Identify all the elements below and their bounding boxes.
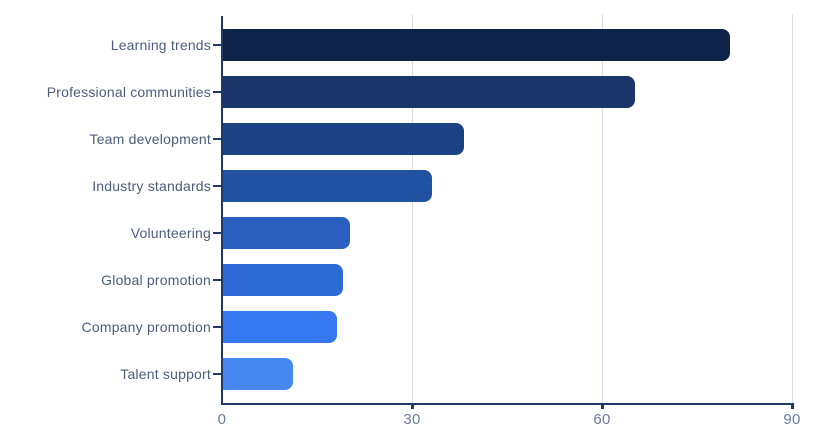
x-axis-tick-90 — [791, 403, 794, 409]
category-label: Team development — [89, 131, 211, 147]
category-label: Company promotion — [81, 319, 211, 335]
category-label: Industry standards — [92, 178, 211, 194]
category-tick — [213, 326, 221, 328]
category-tick — [213, 44, 221, 46]
gridline-30 — [412, 14, 413, 404]
category-label: Professional communities — [46, 84, 211, 100]
bar-volunteering — [223, 217, 350, 249]
x-axis-tick-label: 60 — [593, 411, 611, 428]
bar-company-promotion — [223, 311, 337, 343]
category-label: Learning trends — [110, 37, 211, 53]
category-tick — [213, 279, 221, 281]
x-axis-tick-label: 30 — [403, 411, 421, 428]
bar-professional-communities — [223, 76, 635, 108]
category-tick — [213, 373, 221, 375]
bar-talent-support — [223, 358, 293, 390]
gridline-60 — [602, 14, 603, 404]
bar-global-promotion — [223, 264, 343, 296]
x-axis-tick-60 — [601, 403, 604, 409]
category-label: Volunteering — [130, 225, 211, 241]
bar-learning-trends — [223, 29, 730, 61]
category-tick — [213, 138, 221, 140]
bar-industry-standards — [223, 170, 432, 202]
category-label: Global promotion — [101, 272, 211, 288]
category-tick — [213, 91, 221, 93]
category-tick — [213, 232, 221, 234]
bar-team-development — [223, 123, 464, 155]
x-axis-tick-label: 0 — [217, 411, 227, 428]
x-axis-line — [221, 403, 794, 405]
y-axis-line — [221, 16, 223, 405]
category-tick — [213, 185, 221, 187]
category-label: Talent support — [120, 366, 211, 382]
x-axis-tick-30 — [411, 403, 414, 409]
x-axis-tick-label: 90 — [783, 411, 801, 428]
gridline-90 — [792, 14, 793, 404]
